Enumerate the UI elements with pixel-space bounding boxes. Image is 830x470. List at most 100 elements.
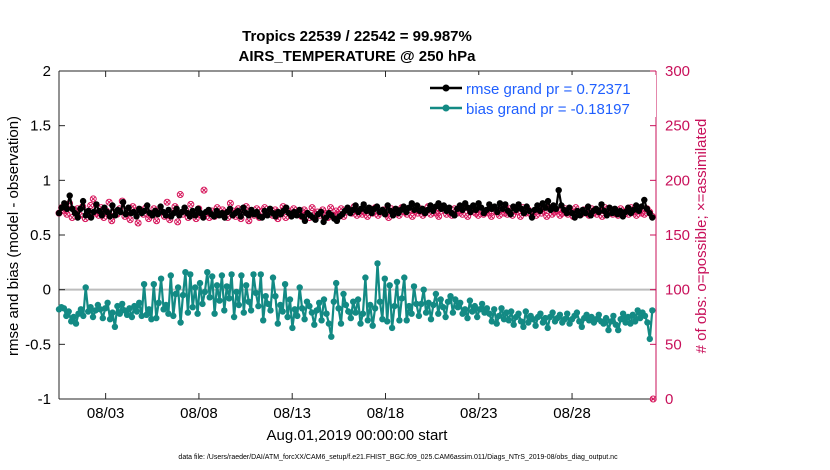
- bias-point: [153, 314, 160, 322]
- bias-point: [393, 278, 401, 286]
- bias-point: [634, 307, 641, 314]
- obs-assimilated-marker: [201, 187, 207, 193]
- y-right-tick-label: 250: [665, 118, 690, 135]
- rmse-point: [408, 200, 415, 207]
- obs-assimilated-marker: [90, 196, 96, 202]
- obs-assimilated-marker: [309, 205, 315, 211]
- x-tick-label: 08/18: [367, 405, 405, 422]
- obs-assimilated-marker: [364, 213, 371, 220]
- obs-assimilated-marker: [283, 214, 289, 221]
- bias-point: [136, 299, 143, 306]
- y-right-tick-label: 50: [665, 336, 682, 353]
- obs-assimilated-marker: [127, 217, 133, 223]
- bias-point: [430, 301, 437, 309]
- rmse-point: [344, 204, 351, 211]
- bias-point: [264, 300, 272, 308]
- rmse-point: [181, 204, 188, 211]
- bias-point: [583, 311, 590, 318]
- bias-point: [493, 320, 500, 327]
- obs-assimilated-marker: [641, 211, 648, 217]
- bias-point: [187, 271, 194, 278]
- obs-point: [435, 212, 443, 220]
- bias-point: [605, 326, 612, 334]
- obs-possible-marker: [89, 195, 97, 203]
- bias-point: [92, 307, 99, 314]
- legend-box: [422, 75, 656, 117]
- bias-point: [216, 297, 223, 304]
- bias-point: [525, 319, 532, 326]
- bias-series: [55, 260, 656, 343]
- bias-point: [119, 300, 126, 308]
- y-right-tick-label: 150: [665, 227, 690, 244]
- bias-point: [357, 320, 364, 327]
- x-tick-label: 08/28: [553, 405, 591, 422]
- bias-point: [320, 296, 328, 303]
- rmse-point: [603, 212, 610, 219]
- rmse-point: [240, 204, 247, 211]
- bias-point: [520, 323, 527, 330]
- bias-point: [260, 317, 267, 324]
- rmse-point: [571, 214, 578, 221]
- bias-point: [474, 313, 481, 321]
- bias-point: [337, 320, 345, 327]
- rmse-point: [440, 202, 447, 209]
- tick-labels: 08/03 08/08 08/13 08/18 08/23 08/28 -1 -0.5 0 0.5…: [25, 63, 690, 422]
- obs-point: [176, 191, 184, 199]
- bias-point: [289, 324, 296, 332]
- y-right-tick-label: 200: [665, 172, 690, 189]
- bias-point: [245, 298, 252, 305]
- rmse-point: [389, 212, 397, 219]
- rmse-point: [192, 212, 199, 219]
- rmse-point: [122, 211, 129, 218]
- rmse-point: [502, 201, 509, 208]
- bias-point: [267, 307, 274, 314]
- bias-point: [318, 317, 325, 324]
- obs-possible-marker: [163, 198, 171, 206]
- rmse-point: [373, 203, 381, 210]
- bias-point: [252, 289, 260, 297]
- bias-point: [529, 316, 537, 323]
- bias-point: [106, 316, 114, 323]
- bias-point: [391, 302, 398, 310]
- rmse-point: [283, 204, 290, 211]
- bias-point: [194, 310, 201, 317]
- bias-point: [466, 297, 474, 304]
- bias-point: [415, 312, 423, 320]
- bias-point: [435, 310, 442, 317]
- bias-point: [281, 281, 289, 288]
- bias-point: [279, 308, 286, 315]
- bias-point: [617, 316, 624, 323]
- bias-point: [418, 300, 425, 308]
- rmse-point: [534, 202, 541, 209]
- bias-point: [362, 274, 369, 281]
- rmse-point: [165, 206, 172, 214]
- rmse-point: [117, 208, 124, 216]
- bias-point: [544, 324, 551, 332]
- bias-point: [602, 314, 610, 322]
- rmse-point: [154, 211, 162, 218]
- axes: [58, 70, 657, 400]
- bias-point: [313, 307, 320, 314]
- rmse-point: [119, 199, 127, 206]
- obs-possible-marker: [435, 212, 443, 220]
- rmse-point: [293, 212, 300, 219]
- bias-point: [488, 318, 495, 325]
- obs-point: [408, 212, 416, 220]
- bias-point: [644, 319, 651, 326]
- bias-point: [503, 309, 510, 316]
- bias-point: [576, 318, 583, 325]
- bias-point: [622, 319, 629, 326]
- bias-point: [641, 312, 649, 320]
- obs-possible-marker: [176, 191, 184, 199]
- bias-point: [262, 293, 269, 300]
- bias-point: [636, 314, 644, 322]
- legend-rmse-label: rmse grand pr = 0.72371: [466, 81, 631, 98]
- rmse-point: [221, 214, 228, 221]
- rmse-point: [186, 213, 194, 220]
- rmse-point: [478, 204, 485, 211]
- rmse-point: [483, 206, 490, 214]
- bias-point: [102, 305, 109, 312]
- bias-point: [211, 310, 218, 317]
- rmse-point: [563, 209, 570, 217]
- bias-point: [537, 310, 544, 317]
